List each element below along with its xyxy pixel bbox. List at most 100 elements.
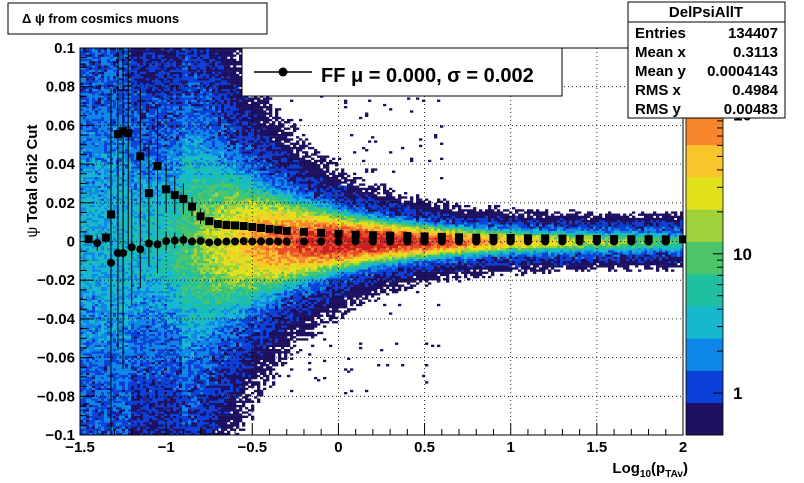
heatmap-cell — [155, 172, 159, 176]
heatmap-cell — [152, 366, 156, 369]
heatmap-cell — [128, 402, 132, 406]
heatmap-cell — [161, 338, 165, 341]
heatmap-cell — [134, 235, 138, 238]
heatmap-cell — [134, 379, 138, 382]
heatmap-cell — [101, 136, 105, 139]
heatmap-cell — [119, 239, 123, 242]
heatmap-cell — [143, 250, 147, 253]
heatmap-cell — [95, 426, 99, 429]
heatmap-cell — [104, 346, 108, 350]
heatmap-cell — [146, 136, 150, 139]
heatmap-cell — [83, 243, 87, 246]
heatmap-cell — [110, 121, 114, 124]
heatmap-cell — [98, 364, 102, 367]
heatmap-cell — [119, 80, 123, 83]
heatmap-cell — [158, 185, 162, 188]
heatmap-cell — [92, 213, 96, 216]
heatmap-cell — [122, 149, 126, 152]
heatmap-cell — [104, 95, 108, 98]
heatmap-cell — [158, 213, 162, 216]
heatmap-cell — [104, 50, 108, 53]
heatmap-cell — [113, 86, 117, 90]
heatmap-cell — [155, 118, 159, 122]
heatmap-cell — [155, 297, 159, 300]
heatmap-cell — [113, 333, 117, 337]
heatmap-cell — [80, 426, 84, 429]
heatmap-cell — [83, 432, 87, 436]
heatmap-cell — [89, 327, 93, 330]
heatmap-cell — [149, 86, 153, 90]
heatmap-cell — [161, 424, 165, 427]
heatmap-cell — [140, 243, 144, 246]
heatmap-cell — [107, 428, 111, 431]
heatmap-cell — [113, 297, 117, 300]
heatmap-cell — [98, 258, 102, 262]
heatmap-cell — [104, 75, 108, 79]
heatmap-cell — [125, 428, 129, 431]
heatmap-cell — [110, 232, 114, 236]
heatmap-cell — [86, 149, 90, 152]
heatmap-cell — [125, 155, 129, 158]
heatmap-cell — [155, 344, 159, 348]
heatmap-cell — [152, 67, 156, 70]
heatmap-cell — [98, 198, 102, 201]
heatmap-cell — [80, 273, 84, 277]
heatmap-cell — [86, 392, 90, 395]
heatmap-cell — [110, 50, 114, 53]
heatmap-cell — [98, 157, 102, 160]
heatmap-cell — [140, 230, 144, 234]
heatmap-cell — [146, 211, 150, 214]
heatmap-cell — [152, 73, 156, 77]
heatmap-cell — [113, 125, 117, 128]
heatmap-cell — [155, 237, 159, 240]
heatmap-cell — [113, 222, 117, 225]
heatmap-cell — [122, 370, 126, 373]
heatmap-cell — [92, 196, 96, 199]
heatmap-cell — [98, 69, 102, 72]
heatmap-cell — [143, 99, 147, 102]
heatmap-cell — [149, 209, 153, 212]
heatmap-cell — [131, 82, 135, 85]
heatmap-cell — [140, 198, 144, 201]
heatmap-cell — [122, 303, 126, 307]
heatmap-cell — [149, 103, 153, 107]
heatmap-cell — [158, 340, 162, 343]
heatmap-cell — [143, 226, 147, 229]
heatmap-cell — [83, 213, 87, 216]
heatmap-cell — [104, 297, 108, 300]
heatmap-cell — [104, 419, 108, 423]
heatmap-cell — [98, 136, 102, 139]
heatmap-cell — [80, 310, 84, 313]
heatmap-cell — [125, 50, 129, 53]
heatmap-cell — [89, 301, 93, 305]
heatmap-cell — [152, 271, 156, 274]
heatmap-cell — [107, 134, 111, 137]
heatmap-cell — [92, 372, 96, 375]
heatmap-cell — [110, 179, 114, 182]
heatmap-cell — [101, 413, 105, 416]
heatmap-cell — [155, 409, 159, 412]
heatmap-cell — [104, 112, 108, 115]
heatmap-cell — [158, 265, 162, 268]
heatmap-cell — [113, 91, 117, 94]
heatmap-cell — [143, 402, 147, 406]
heatmap-cell — [116, 376, 120, 380]
heatmap-cell — [113, 179, 117, 182]
heatmap-cell — [104, 299, 108, 302]
heatmap-cell — [122, 355, 126, 358]
heatmap-cell — [137, 211, 141, 214]
heatmap-cell — [140, 142, 144, 145]
heatmap-cell — [80, 224, 84, 227]
heatmap-cell — [104, 114, 108, 117]
heatmap-cell — [140, 97, 144, 100]
heatmap-cell — [116, 422, 120, 425]
heatmap-cell — [104, 103, 108, 107]
heatmap-cell — [86, 263, 90, 266]
heatmap-cell — [98, 138, 102, 141]
heatmap-cell — [110, 125, 114, 128]
heatmap-cell — [95, 321, 99, 324]
heatmap-cell — [140, 166, 144, 169]
heatmap-cell — [92, 282, 96, 285]
heatmap-cell — [83, 196, 87, 199]
heatmap-cell — [95, 340, 99, 343]
